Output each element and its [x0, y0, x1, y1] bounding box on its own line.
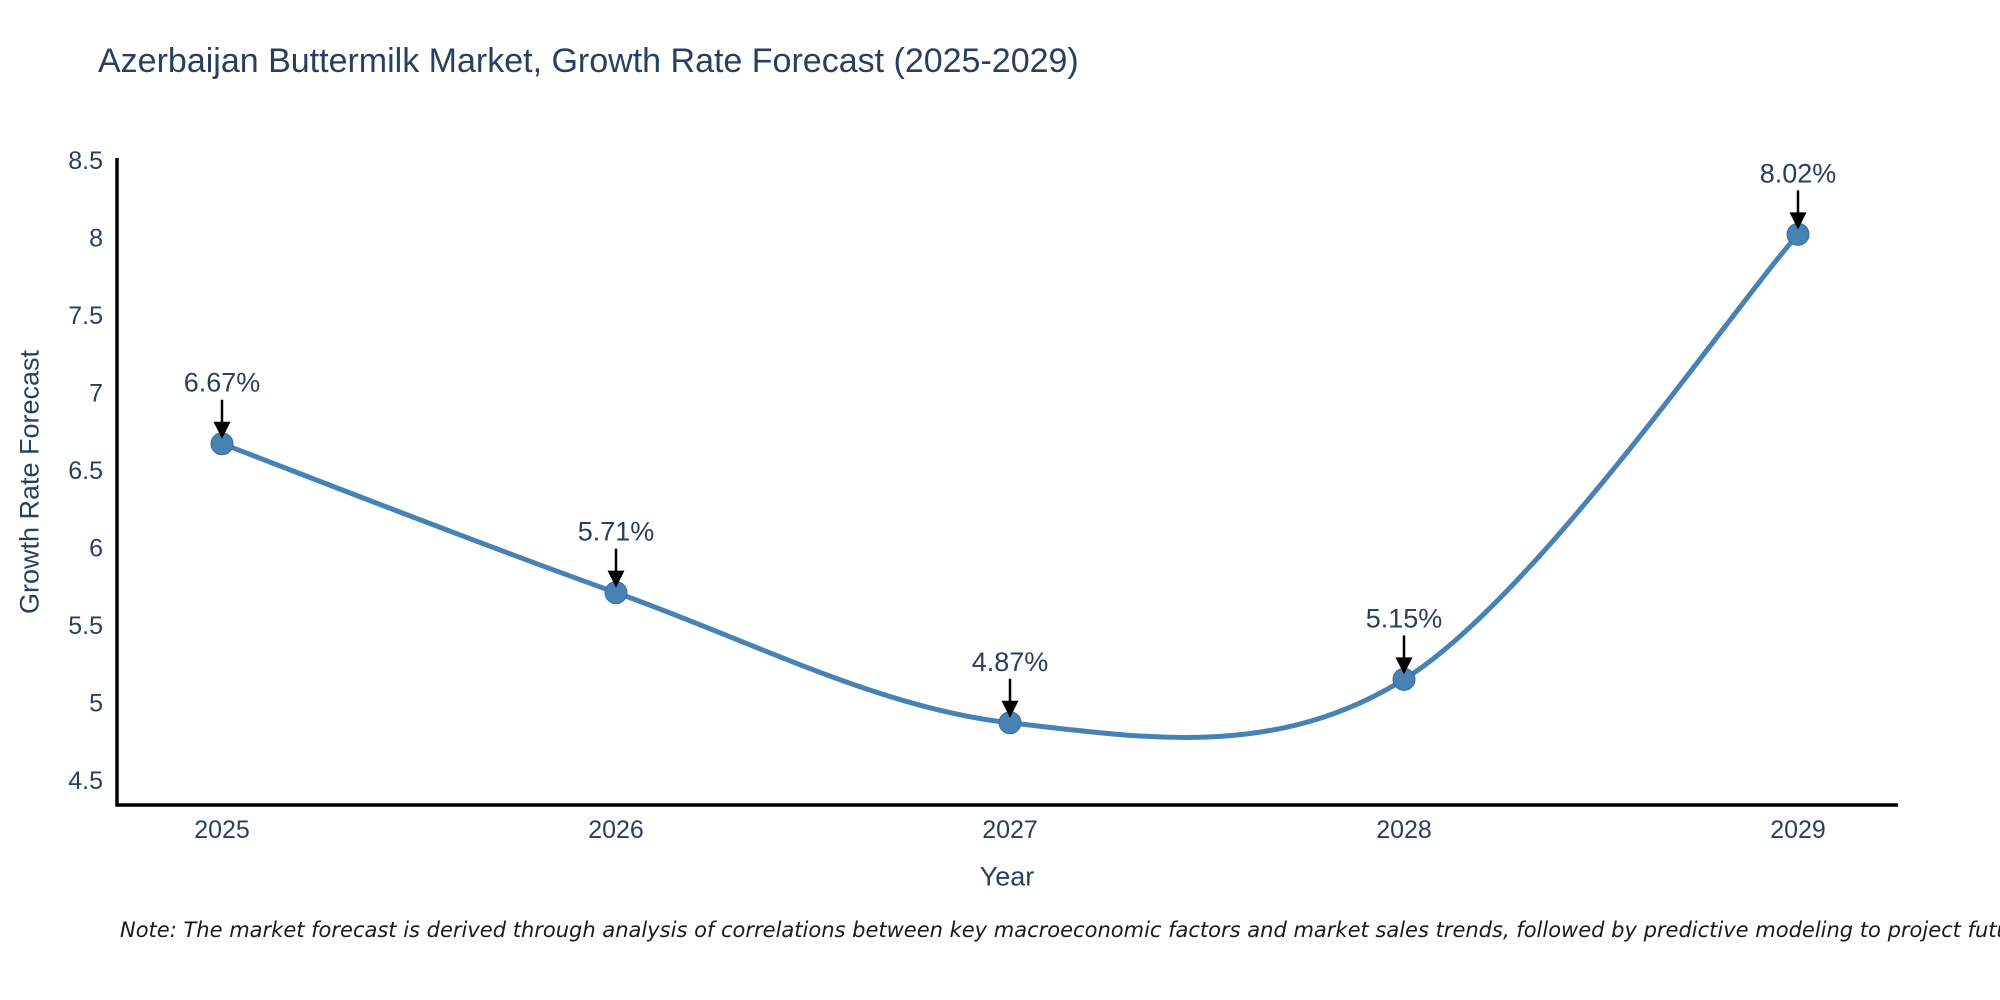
axis-lines	[115, 158, 1898, 807]
y-tick-label-7: 7	[89, 380, 103, 408]
y-tick-label-4.5: 4.5	[68, 767, 103, 795]
y-tick-label-6.5: 6.5	[68, 457, 103, 485]
annotation-arrow-head-2025	[213, 421, 231, 439]
y-tick-label-8: 8	[89, 225, 103, 253]
x-tick-label-2027: 2027	[982, 816, 1038, 844]
chart-title: Azerbaijan Buttermilk Market, Growth Rat…	[98, 42, 1079, 80]
x-tick-label-2026: 2026	[588, 816, 644, 844]
x-tick-label-2028: 2028	[1376, 816, 1432, 844]
x-axis-title: Year	[979, 861, 1035, 892]
point-annotation-label-2026: 5.71%	[578, 517, 655, 547]
y-tick-label-7.5: 7.5	[68, 302, 103, 330]
annotation-arrow-head-2026	[607, 570, 625, 588]
x-tick-label-2025: 2025	[194, 816, 250, 844]
annotation-arrow-head-2027	[1001, 700, 1019, 718]
footnote: Note: The market forecast is derived thr…	[120, 918, 2000, 942]
point-annotation-label-2025: 6.67%	[184, 368, 261, 398]
line-series	[219, 231, 1801, 740]
y-tick-label-8.5: 8.5	[68, 147, 103, 175]
annotation-arrow-head-2028	[1395, 657, 1413, 675]
point-annotation-label-2029: 8.02%	[1760, 158, 1837, 188]
x-tick-label-2029: 2029	[1770, 816, 1826, 844]
point-annotation-label-2028: 5.15%	[1366, 603, 1443, 633]
annotation-arrow-head-2029	[1789, 212, 1807, 230]
y-tick-label-5.5: 5.5	[68, 612, 103, 640]
y-tick-label-5: 5	[89, 690, 103, 718]
point-annotation-label-2027: 4.87%	[972, 647, 1049, 677]
y-tick-label-6: 6	[89, 535, 103, 563]
